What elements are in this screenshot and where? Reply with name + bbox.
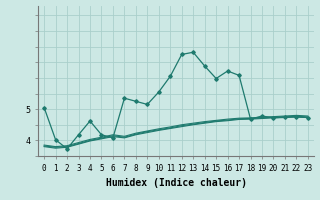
X-axis label: Humidex (Indice chaleur): Humidex (Indice chaleur) [106,178,246,188]
